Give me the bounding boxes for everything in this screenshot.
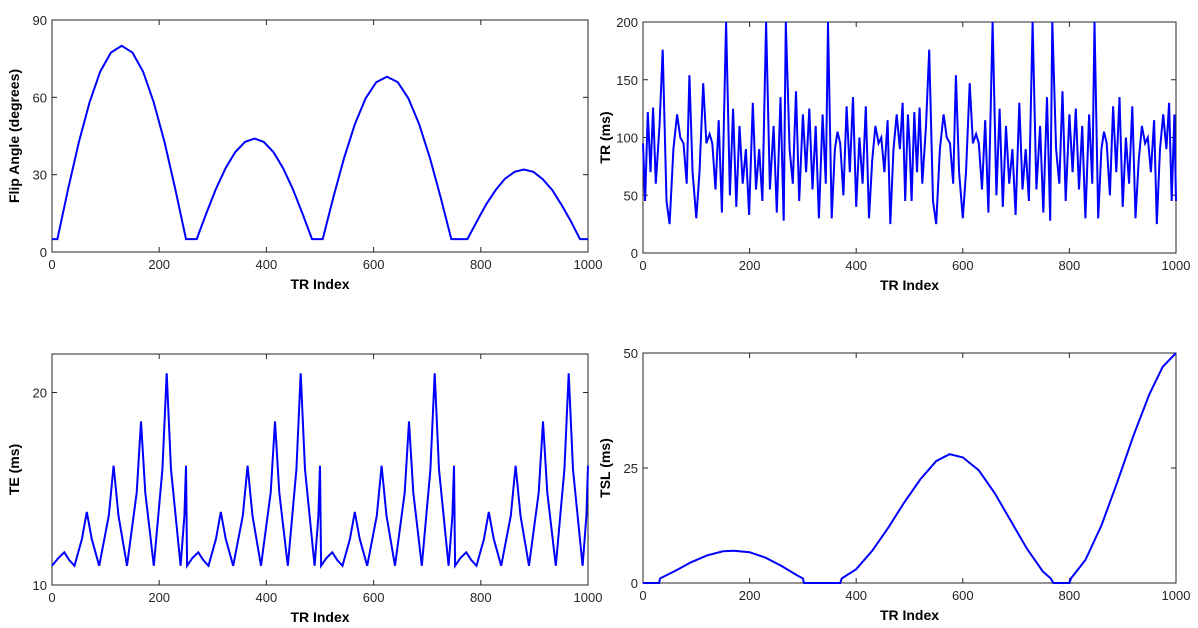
y-tick-label: 0 <box>40 245 47 260</box>
x-tick-label: 1000 <box>1162 258 1191 273</box>
y-tick-label: 20 <box>33 386 47 401</box>
y-tick-label: 0 <box>631 246 638 261</box>
x-axis-label: TR Index <box>880 277 939 293</box>
y-tick-label: 50 <box>624 188 638 203</box>
x-tick-label: 0 <box>639 588 646 603</box>
x-tick-label: 400 <box>256 590 278 605</box>
line-series <box>642 21 1177 225</box>
x-tick-label: 200 <box>739 588 761 603</box>
y-tick-label: 30 <box>33 168 47 183</box>
x-tick-label: 800 <box>470 590 492 605</box>
x-tick-label: 1000 <box>574 257 603 272</box>
x-tick-label: 600 <box>363 257 385 272</box>
y-tick-label: 100 <box>616 131 638 146</box>
y-tick-label: 50 <box>624 346 638 361</box>
x-axis-label: TR Index <box>290 609 349 625</box>
x-tick-label: 400 <box>845 258 867 273</box>
x-tick-label: 400 <box>256 257 278 272</box>
x-axis-label: TR Index <box>290 276 349 292</box>
x-tick-label: 200 <box>148 590 170 605</box>
x-tick-label: 200 <box>739 258 761 273</box>
x-tick-label: 0 <box>48 257 55 272</box>
y-axis-label: TSL (ms) <box>597 438 613 498</box>
line-series <box>51 373 589 569</box>
x-tick-label: 0 <box>639 258 646 273</box>
y-tick-label: 90 <box>33 13 47 28</box>
x-axis-label: TR Index <box>880 607 939 623</box>
plot-area <box>51 19 589 253</box>
y-axis-label: TE (ms) <box>6 444 22 495</box>
x-tick-label: 1000 <box>574 590 603 605</box>
x-tick-label: 0 <box>48 590 55 605</box>
x-tick-label: 1000 <box>1162 588 1191 603</box>
y-tick-label: 200 <box>616 15 638 30</box>
y-tick-label: 150 <box>616 73 638 88</box>
y-tick-label: 25 <box>624 461 638 476</box>
y-tick-label: 60 <box>33 90 47 105</box>
line-series <box>52 44 588 241</box>
y-tick-label: 10 <box>33 578 47 593</box>
x-tick-label: 200 <box>148 257 170 272</box>
plot-area <box>642 352 1177 584</box>
x-tick-label: 400 <box>845 588 867 603</box>
x-tick-label: 600 <box>363 590 385 605</box>
line-series <box>643 352 1177 584</box>
y-tick-label: 0 <box>631 576 638 591</box>
x-tick-label: 800 <box>1059 258 1081 273</box>
y-axis-label: Flip Angle (degrees) <box>6 69 22 203</box>
x-tick-label: 600 <box>952 588 974 603</box>
x-tick-label: 600 <box>952 258 974 273</box>
x-tick-label: 800 <box>1059 588 1081 603</box>
x-tick-label: 800 <box>470 257 492 272</box>
y-axis-label: TR (ms) <box>597 111 613 163</box>
